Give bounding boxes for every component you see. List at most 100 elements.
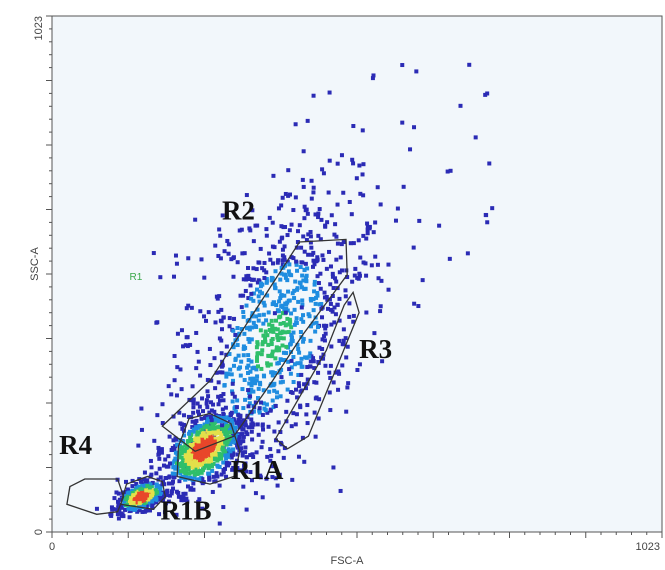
data-point [224,474,229,479]
data-point [285,387,290,392]
data-point [334,257,339,262]
data-point [209,458,214,463]
data-point [224,344,229,349]
data-point [241,422,246,427]
data-point [379,278,384,283]
data-point [345,344,350,349]
data-point [194,423,199,428]
data-point [206,466,211,471]
data-point [266,424,271,429]
data-point [269,370,274,375]
data-point [329,344,334,349]
data-point [137,501,142,506]
data-point [288,371,293,376]
data-point [256,318,261,323]
data-point [412,125,417,130]
data-point [221,398,226,403]
data-point [378,309,383,314]
data-point [263,339,268,344]
data-point [241,277,246,282]
data-point [276,449,281,454]
data-point [200,481,205,486]
data-point [324,266,329,271]
data-point [299,245,304,250]
data-point [251,376,256,381]
data-point [178,421,183,426]
data-point [184,445,189,450]
data-point [275,260,280,265]
data-point [288,319,293,324]
data-point [172,464,177,469]
data-point [244,455,249,460]
data-point [272,311,277,316]
data-point [210,421,215,426]
data-point [285,233,290,238]
data-point [239,227,244,232]
data-point [285,278,290,283]
data-point [280,262,285,267]
data-point [170,461,175,466]
data-point [195,432,200,437]
data-point [119,505,124,510]
data-point [221,460,226,465]
data-point [316,211,321,216]
data-point [254,358,259,363]
data-point [165,488,170,493]
data-point [120,490,125,495]
data-point [206,462,211,467]
data-point [209,408,214,413]
data-point [283,191,288,196]
data-point [345,385,350,390]
data-point [259,366,264,371]
data-point [270,352,275,357]
data-point [232,436,237,441]
data-point [247,339,252,344]
data-point [260,412,265,417]
data-point [253,378,258,383]
data-point [447,256,452,261]
data-point [172,446,177,451]
data-point [277,370,282,375]
data-point [182,413,187,418]
data-point [231,363,236,368]
data-point [173,253,178,258]
data-point [323,363,328,368]
data-point [179,498,184,503]
data-point [373,220,378,225]
data-point [194,418,199,423]
data-point [299,388,304,393]
data-point [114,490,119,495]
data-point [279,293,284,298]
gate-outlines [66,238,360,515]
data-point [304,355,309,360]
data-point [264,270,269,275]
data-point [335,302,340,307]
data-point [230,467,235,472]
data-point [238,440,243,445]
data-point [306,312,311,317]
data-point [208,434,213,439]
data-point [278,336,283,341]
data-point [224,456,229,461]
data-point [172,475,177,480]
data-point [244,507,249,512]
data-point [204,458,209,463]
data-point [183,468,188,473]
data-point [197,404,202,409]
data-point [289,424,294,429]
data-point [215,474,220,479]
data-point [302,268,307,273]
data-point [487,161,492,166]
data-point [235,443,240,448]
data-point [225,432,230,437]
data-point [274,348,279,353]
data-point [189,486,194,491]
data-point [354,176,359,181]
data-point [307,314,312,319]
data-point [357,273,362,278]
data-point [248,470,253,475]
data-point [291,355,296,360]
data-point [318,237,323,242]
data-point [137,508,142,513]
data-point [223,440,228,445]
